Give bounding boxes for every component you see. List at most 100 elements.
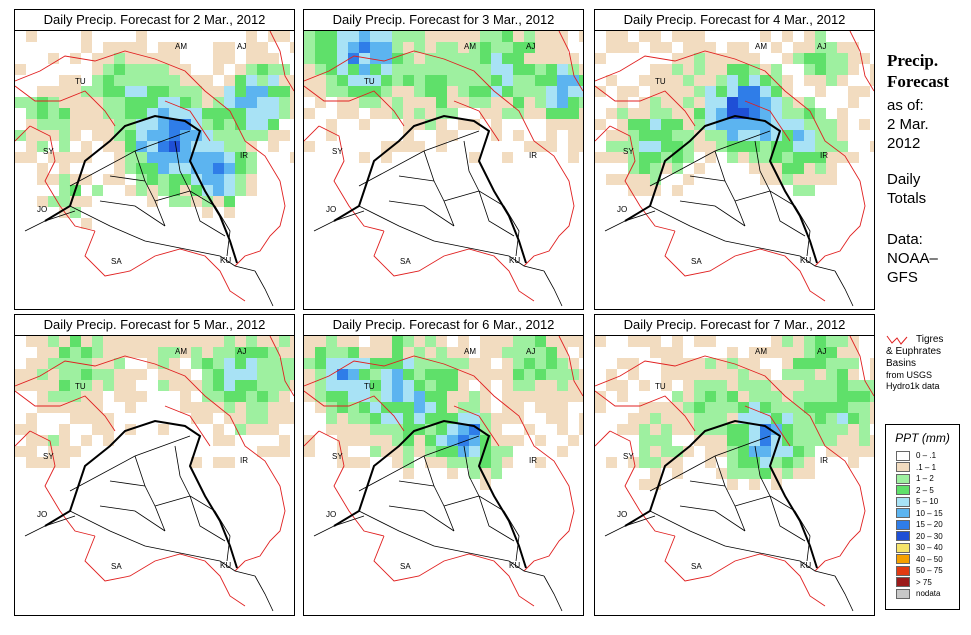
precip-cell (392, 435, 403, 446)
precip-cell (738, 64, 749, 75)
precip-cell (672, 64, 683, 75)
precip-cell (848, 86, 859, 97)
precip-cell (147, 141, 158, 152)
precip-cell (579, 75, 583, 86)
precip-cell (392, 347, 403, 358)
precip-cell (650, 75, 661, 86)
precip-cell (370, 108, 381, 119)
precip-cell (513, 86, 524, 97)
precip-cell (147, 64, 158, 75)
precip-cell (546, 42, 557, 53)
precip-cell (337, 42, 348, 53)
precip-cell (59, 369, 70, 380)
precip-cell (469, 75, 480, 86)
precip-cell (546, 108, 557, 119)
precip-cell (425, 413, 436, 424)
basin-line (84, 535, 246, 607)
precip-cell (782, 424, 793, 435)
precip-cell (304, 141, 315, 152)
precip-cell (782, 435, 793, 446)
precip-cell (760, 391, 771, 402)
border-line (463, 140, 520, 257)
precip-cell (370, 402, 381, 413)
precip-cell (738, 119, 749, 130)
precip-cell (826, 380, 837, 391)
precip-cell (738, 402, 749, 413)
totals-line1: Daily (887, 171, 921, 188)
precip-cell (70, 413, 81, 424)
precip-cell (749, 479, 760, 490)
precip-cell (639, 163, 650, 174)
precip-cell (716, 119, 727, 130)
precip-cell (279, 86, 290, 97)
precip-cell (694, 97, 705, 108)
precip-cell (436, 108, 447, 119)
precip-cell (348, 413, 359, 424)
precip-cell (348, 391, 359, 402)
country-label: KU (509, 561, 520, 570)
basin-legend: Tigres & Euphrates Basins from USGS Hydr… (886, 334, 943, 392)
precip-cell (826, 75, 837, 86)
border-line (109, 175, 146, 182)
precip-cell (804, 53, 815, 64)
precip-cell (246, 347, 257, 358)
precip-cell (672, 141, 683, 152)
precip-cell (606, 42, 617, 53)
precip-cell (414, 75, 425, 86)
precip-cell (125, 97, 136, 108)
precip-cell (513, 75, 524, 86)
precip-cell (568, 119, 579, 130)
precip-cell (403, 435, 414, 446)
basin-line (304, 125, 320, 142)
precip-cell (458, 31, 469, 42)
precip-cell (771, 380, 782, 391)
precip-cell (557, 391, 568, 402)
precip-cell (70, 86, 81, 97)
precip-cell (491, 435, 502, 446)
precip-cell (815, 86, 826, 97)
precip-cell (381, 435, 392, 446)
precip-cell (136, 369, 147, 380)
precip-cell (414, 42, 425, 53)
precip-cell (326, 53, 337, 64)
precip-cell (606, 174, 617, 185)
basin-line (744, 405, 791, 447)
precip-cell (381, 347, 392, 358)
precip-cell (661, 130, 672, 141)
precip-cell (568, 336, 579, 347)
precip-cell (337, 369, 348, 380)
country-label: TU (75, 382, 86, 391)
precip-cell (202, 141, 213, 152)
precip-cell (268, 358, 279, 369)
precip-cell (804, 42, 815, 53)
precip-cell (661, 435, 672, 446)
border-line (714, 150, 746, 227)
precip-cell (370, 75, 381, 86)
precip-cell (568, 380, 579, 391)
precip-cell (782, 347, 793, 358)
precip-cell (480, 31, 491, 42)
precip-cell (535, 402, 546, 413)
precip-cell (661, 141, 672, 152)
precip-cell (290, 42, 294, 53)
precip-cell (392, 369, 403, 380)
precip-cell (92, 413, 103, 424)
country-label: TU (655, 77, 666, 86)
precip-cell (81, 174, 92, 185)
precip-cell (502, 358, 513, 369)
precip-cell (579, 119, 583, 130)
precip-cell (458, 435, 469, 446)
precip-cell (804, 163, 815, 174)
basin-line (15, 50, 286, 267)
precip-cell (557, 402, 568, 413)
precip-cell (469, 86, 480, 97)
precip-cell (158, 152, 169, 163)
precip-cell (48, 86, 59, 97)
precip-cell (92, 86, 103, 97)
precip-cell (191, 163, 202, 174)
precip-cell (81, 97, 92, 108)
border-line (714, 455, 746, 532)
precip-cell (48, 152, 59, 163)
